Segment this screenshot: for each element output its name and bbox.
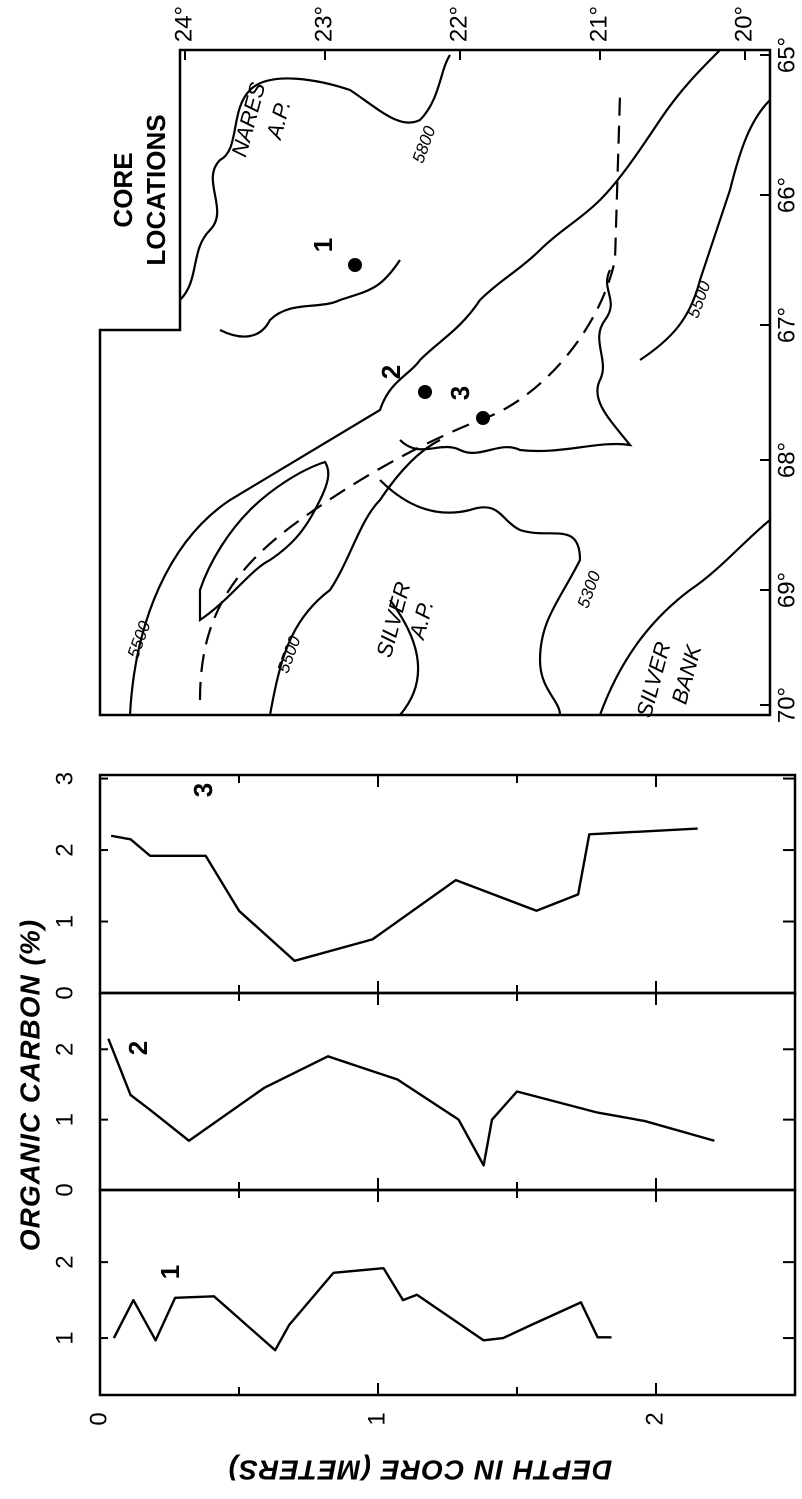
contour-line bbox=[128, 49, 721, 716]
contour-line bbox=[198, 460, 330, 623]
y-tick-label: 0 bbox=[51, 986, 78, 999]
longitude-label: 66° bbox=[773, 177, 800, 213]
area-label: A.P. bbox=[261, 98, 296, 144]
y-tick-label: 2 bbox=[51, 843, 78, 856]
latitude-label: 20° bbox=[730, 6, 757, 42]
contour-line bbox=[639, 99, 771, 361]
data-line bbox=[110, 827, 698, 963]
contour-line bbox=[179, 54, 451, 301]
area-label: NARES bbox=[226, 79, 270, 159]
channel bbox=[198, 94, 622, 701]
y-tick-label: 1 bbox=[51, 1331, 78, 1344]
contour-label: 5300 bbox=[574, 568, 605, 611]
longitude-label: 70° bbox=[773, 687, 800, 723]
y-tick-label: 1 bbox=[51, 915, 78, 928]
contour-line bbox=[379, 479, 582, 716]
data-line bbox=[107, 1038, 715, 1167]
core-label: 2 bbox=[376, 365, 406, 379]
x-axis-title: DEPTH IN CORE (METERS) bbox=[228, 1455, 612, 1486]
y-tick-label: 1 bbox=[51, 1113, 78, 1126]
core-site bbox=[348, 258, 362, 272]
panel-frame bbox=[98, 991, 797, 1192]
panel-frame bbox=[98, 1188, 797, 1397]
latitude-label: 24° bbox=[170, 6, 197, 42]
panel-frame bbox=[98, 773, 797, 995]
contour-line bbox=[219, 259, 401, 338]
panel-label: 3 bbox=[188, 783, 218, 797]
y-tick-label: 2 bbox=[51, 1043, 78, 1056]
core-label: 3 bbox=[445, 386, 475, 400]
y-tick-label: 2 bbox=[51, 1255, 78, 1268]
x-tick-label: 0 bbox=[85, 1412, 112, 1425]
contour-label: 5800 bbox=[409, 123, 440, 166]
longitude-label: 67° bbox=[773, 307, 800, 343]
area-label: SILVER bbox=[631, 639, 675, 720]
contour-line bbox=[598, 519, 771, 716]
x-tick-label: 2 bbox=[641, 1412, 668, 1425]
longitude-label: 68° bbox=[773, 442, 800, 478]
map bbox=[98, 48, 772, 717]
y-tick-label: 0 bbox=[51, 1183, 78, 1196]
contour-label: 5500 bbox=[274, 633, 305, 676]
core-label: 1 bbox=[308, 238, 338, 252]
longitude-label: 65° bbox=[773, 37, 800, 73]
map-title: LOCATIONS bbox=[141, 114, 171, 265]
latitude-label: 23° bbox=[310, 6, 337, 42]
contour-line bbox=[268, 439, 441, 716]
panel-label: 1 bbox=[155, 1265, 185, 1279]
x-tick-label: 1 bbox=[363, 1412, 390, 1425]
data-line bbox=[112, 1267, 612, 1352]
longitude-label: 69° bbox=[773, 572, 800, 608]
contour-line bbox=[389, 599, 420, 716]
core-site bbox=[476, 411, 490, 425]
latitude-label: 22° bbox=[445, 6, 472, 42]
y-axis-title: ORGANIC CARBON (%) bbox=[14, 919, 45, 1251]
contour-line bbox=[399, 269, 633, 454]
core-site bbox=[418, 385, 432, 399]
map-title: CORE bbox=[108, 152, 138, 227]
latitude-label: 21° bbox=[585, 6, 612, 42]
contour-label: 5500 bbox=[124, 618, 155, 661]
map-frame bbox=[98, 48, 772, 717]
contour-label: 5500 bbox=[684, 278, 715, 321]
y-tick-label: 3 bbox=[51, 772, 78, 785]
panel-label: 2 bbox=[123, 1041, 153, 1055]
